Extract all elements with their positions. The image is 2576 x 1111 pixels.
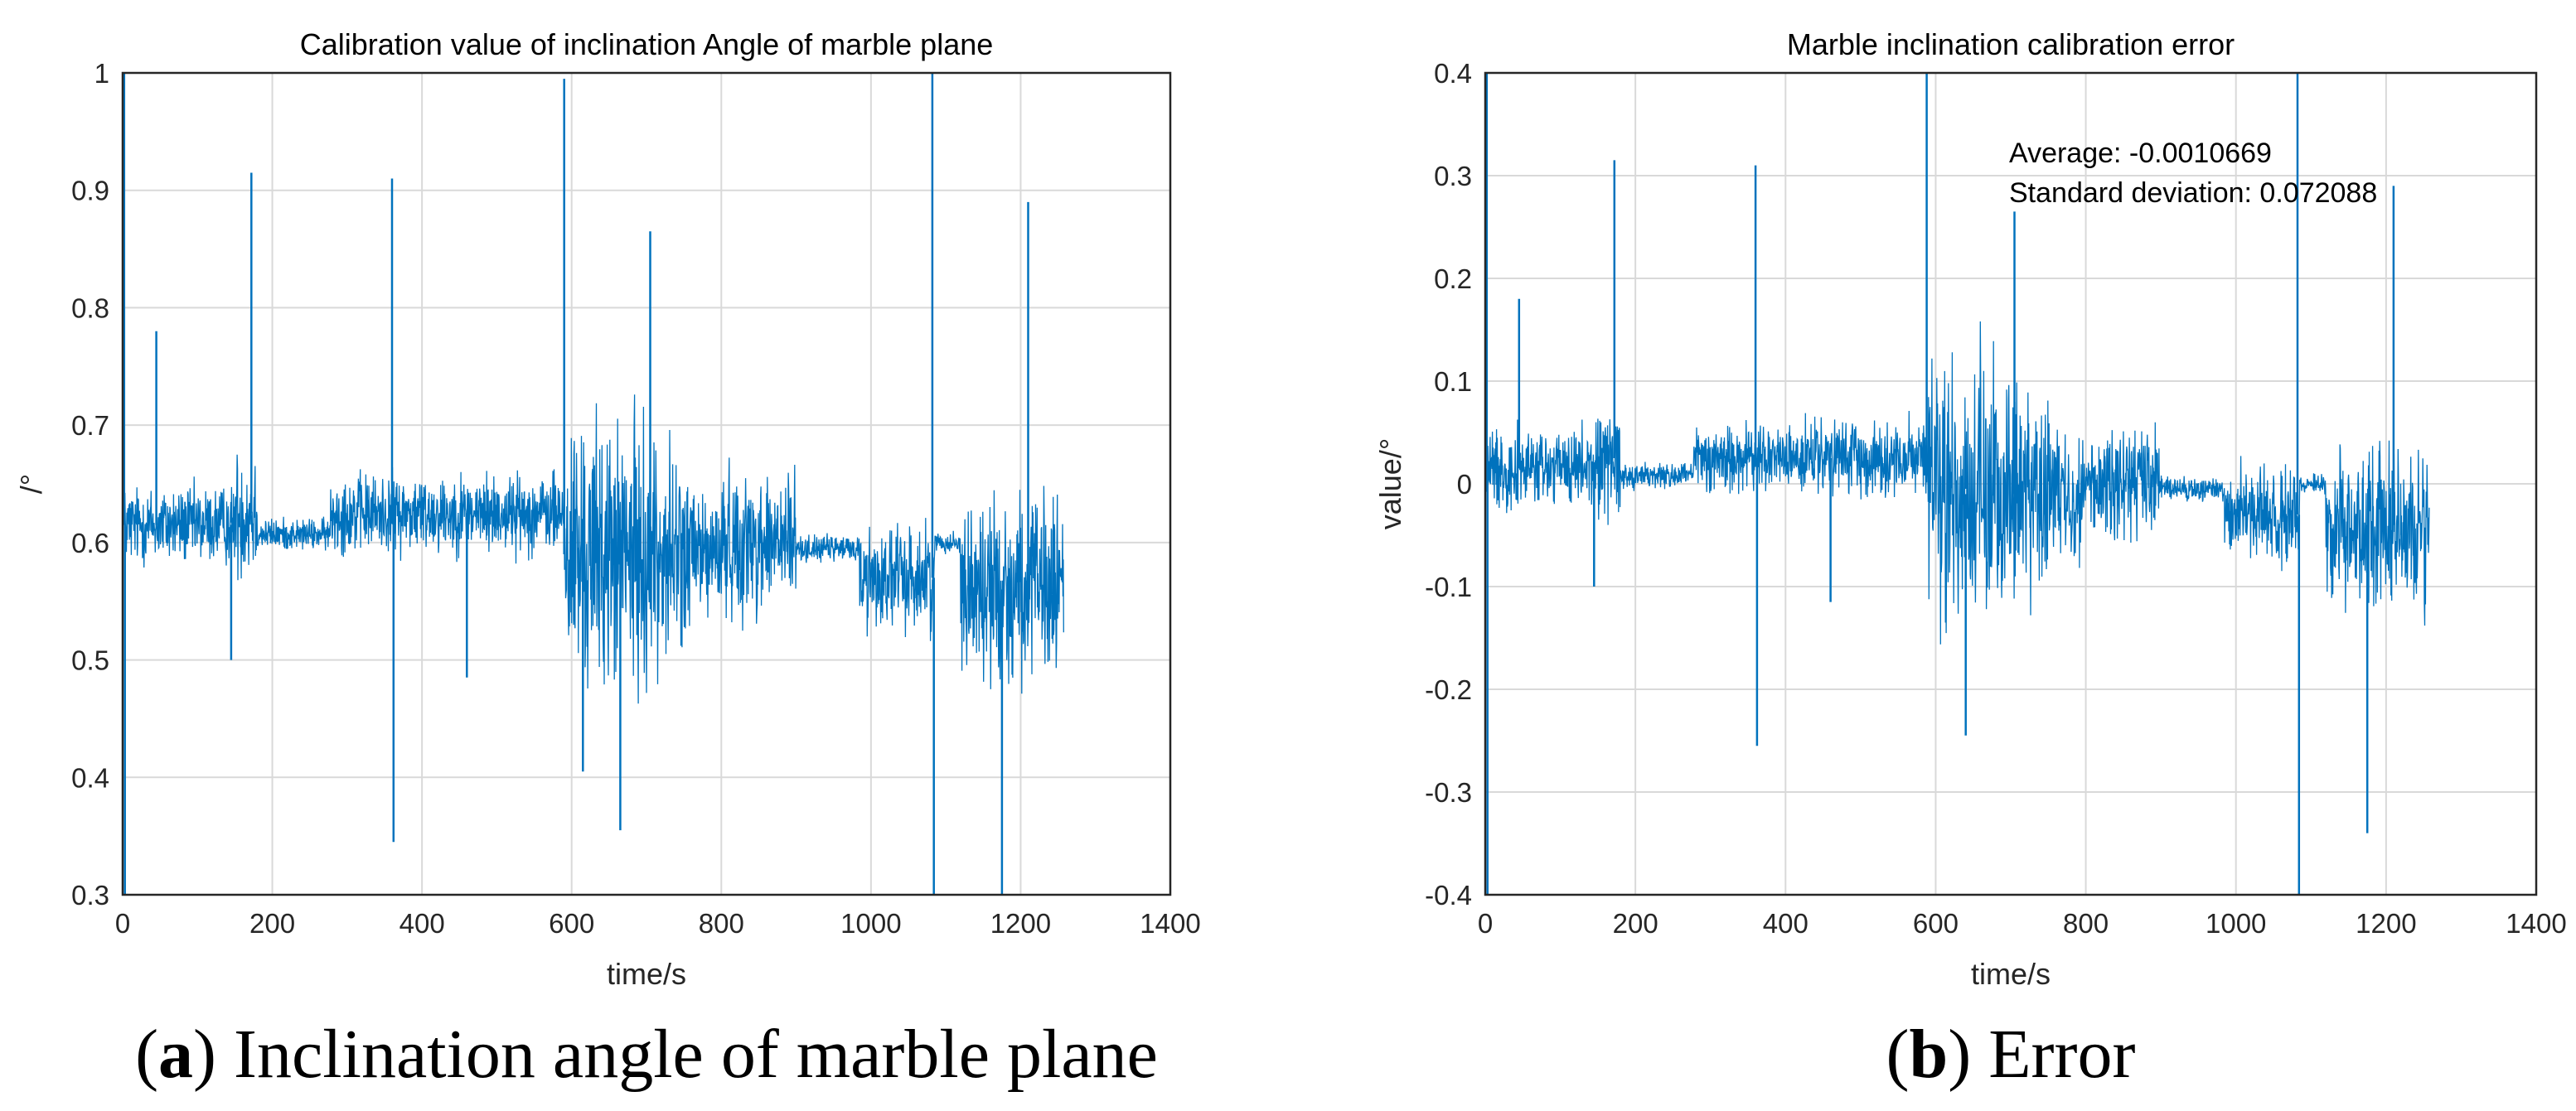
chart-b-y-tick-label: -0.1 xyxy=(1425,572,1472,602)
chart-b-y-tick-label: 0 xyxy=(1457,469,1472,500)
chart-b-y-tick-label: -0.3 xyxy=(1425,777,1472,808)
chart-a-y-tick-label: 0.7 xyxy=(71,410,109,441)
chart-b-x-axis-label: time/s xyxy=(1971,957,2051,991)
chart-a-title: Calibration value of inclination Angle o… xyxy=(300,27,994,61)
chart-inclination-angle: Calibration value of inclination Angle o… xyxy=(14,27,1201,1093)
chart-a-grid xyxy=(122,72,1171,896)
chart-a-x-axis-label: time/s xyxy=(607,957,686,991)
chart-a-y-tick-label: 1 xyxy=(94,58,109,89)
chart-a-y-tick-labels: 0.3 0.4 0.5 0.6 0.7 0.8 0.9 1 xyxy=(71,58,109,911)
chart-b-caption-text: Error xyxy=(1988,1016,2135,1093)
chart-a-y-tick-label: 0.9 xyxy=(71,176,109,206)
chart-a-y-tick-label: 0.5 xyxy=(71,645,109,676)
chart-a-x-tick-labels: 0 200 400 600 800 1000 1200 1400 xyxy=(115,908,1201,939)
chart-b-average-annotation: Average: -0.0010669 xyxy=(2009,138,2272,169)
chart-a-x-tick-label: 1000 xyxy=(840,908,901,939)
chart-b-y-tick-label: 0.2 xyxy=(1434,263,1472,294)
chart-b-spike-lines xyxy=(1485,73,2395,895)
chart-b-x-tick-labels: 0 200 400 600 800 1000 1200 1400 xyxy=(1478,908,2567,939)
chart-a-frame xyxy=(121,71,1172,896)
chart-b-x-tick-label: 0 xyxy=(1478,908,1493,939)
chart-b-x-tick-label: 1000 xyxy=(2206,908,2266,939)
chart-a-y-tick-label: 0.6 xyxy=(71,528,109,558)
chart-b-series-line xyxy=(1484,321,2430,645)
chart-b-y-axis-label: value/° xyxy=(1373,438,1407,529)
chart-b-x-tick-label: 600 xyxy=(1913,908,1959,939)
chart-a-x-tick-label: 800 xyxy=(699,908,744,939)
chart-a-caption-letter: a xyxy=(158,1016,193,1093)
chart-b-x-tick-label: 1200 xyxy=(2356,908,2416,939)
chart-a-x-tick-label: 200 xyxy=(249,908,295,939)
chart-a-spike-lines xyxy=(123,73,1029,895)
chart-b-caption-letter: b xyxy=(1910,1016,1949,1093)
chart-b-y-tick-label: -0.4 xyxy=(1425,880,1472,911)
chart-b-x-tick-label: 200 xyxy=(1613,908,1658,939)
chart-b-frame xyxy=(1484,71,2538,896)
chart-a-y-tick-label: 0.8 xyxy=(71,292,109,323)
chart-calibration-error: Marble inclination calibration error 0 20… xyxy=(1373,27,2567,1093)
chart-a-y-axis-label: /° xyxy=(14,474,48,494)
chart-a-y-tick-label: 0.4 xyxy=(71,762,109,793)
chart-b-y-tick-label: 0.1 xyxy=(1434,366,1472,397)
chart-a-series-line xyxy=(122,394,1064,704)
chart-a-x-tick-label: 600 xyxy=(549,908,594,939)
chart-a-x-tick-label: 400 xyxy=(399,908,445,939)
chart-a-x-tick-label: 0 xyxy=(115,908,130,939)
chart-b-y-tick-label: 0.3 xyxy=(1434,161,1472,191)
chart-b-caption: (b) Error xyxy=(1886,1016,2136,1093)
chart-a-x-tick-label: 1200 xyxy=(990,908,1051,939)
chart-b-x-tick-label: 1400 xyxy=(2506,908,2566,939)
chart-b-x-tick-label: 400 xyxy=(1763,908,1809,939)
chart-a-caption: (a) Inclination angle of marble plane xyxy=(135,1016,1158,1093)
chart-b-y-tick-label: -0.2 xyxy=(1425,674,1472,705)
chart-a-caption-text: Inclination angle of marble plane xyxy=(234,1016,1158,1093)
chart-a-y-tick-label: 0.3 xyxy=(71,880,109,911)
chart-b-y-tick-labels: -0.4 -0.3 -0.2 -0.1 0 0.1 0.2 0.3 0.4 xyxy=(1425,58,1472,911)
chart-b-x-tick-label: 800 xyxy=(2063,908,2109,939)
chart-b-y-tick-label: 0.4 xyxy=(1434,58,1472,89)
chart-a-x-tick-label: 1400 xyxy=(1140,908,1200,939)
chart-b-std-annotation: Standard deviation: 0.072088 xyxy=(2009,177,2377,209)
chart-b-title: Marble inclination calibration error xyxy=(1787,27,2235,61)
